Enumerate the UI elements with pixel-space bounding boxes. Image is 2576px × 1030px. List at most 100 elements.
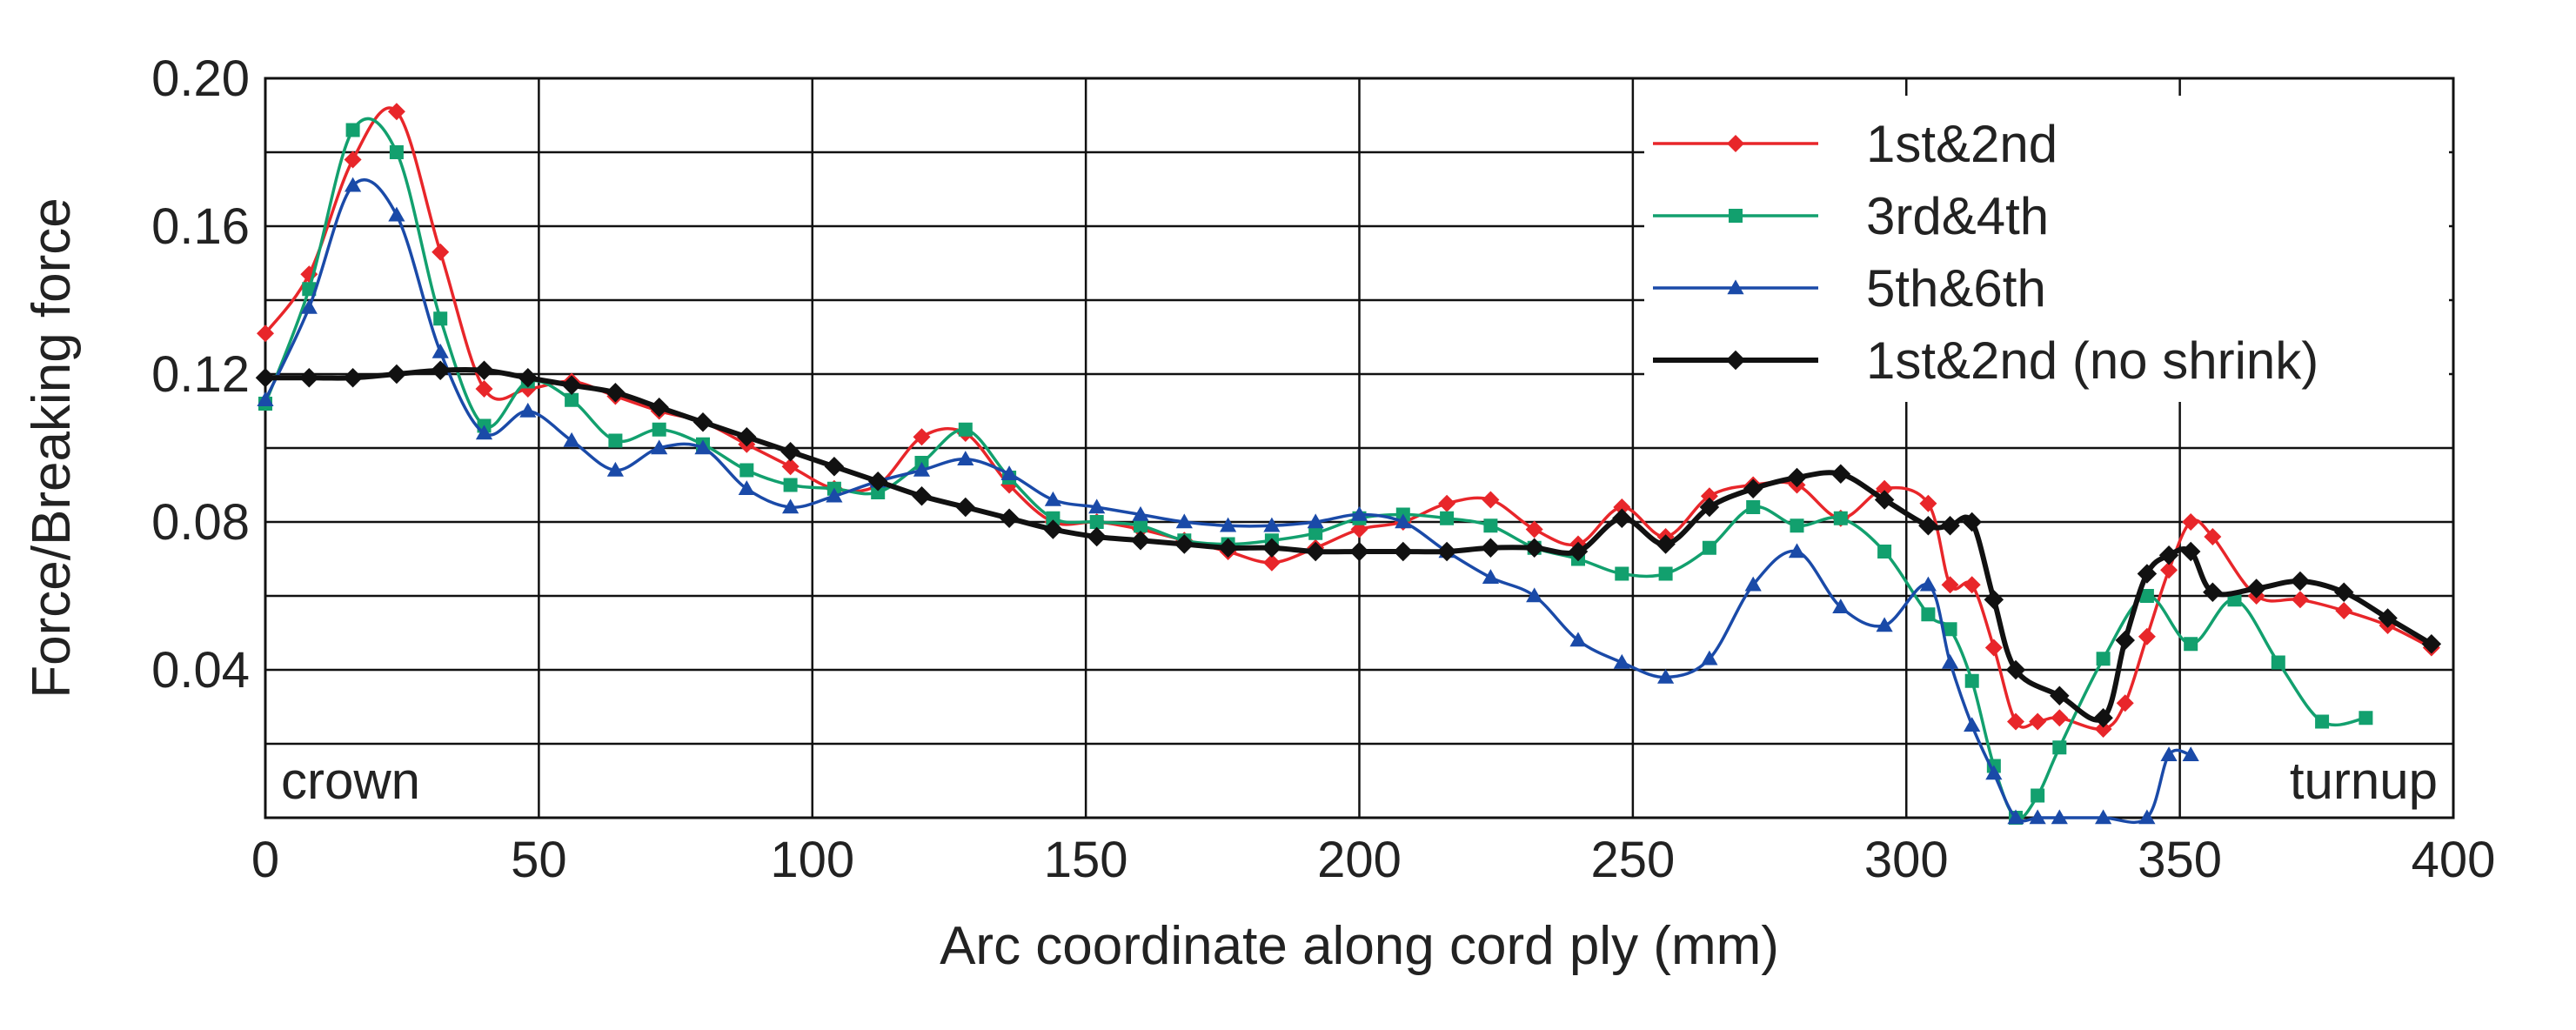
data-point [2031, 788, 2045, 803]
data-point [2290, 571, 2311, 592]
data-point [1941, 653, 1959, 669]
y-tick-label: 0.16 [151, 198, 250, 255]
data-point [1438, 494, 1456, 512]
data-point [2158, 545, 2179, 565]
data-point [2115, 630, 2135, 651]
x-axis-ticks: 0 50 100 150 200 250 300 350 400 [251, 832, 2496, 888]
data-point [1787, 467, 1807, 488]
plot-area-border [264, 77, 2455, 819]
data-point [1962, 512, 1982, 532]
data-point [2378, 608, 2398, 628]
data-point [1700, 487, 1718, 505]
data-point [1087, 526, 1107, 547]
data-point [2359, 711, 2373, 726]
data-point [2005, 659, 2026, 680]
data-point [1984, 639, 2003, 657]
data-point [1305, 541, 1326, 562]
data-point [1702, 540, 1716, 555]
data-point [912, 486, 932, 506]
data-point [1220, 517, 1237, 532]
data-point [565, 392, 579, 407]
data-point [1612, 508, 1632, 528]
data-point [1175, 513, 1193, 529]
data-point [2182, 513, 2200, 531]
data-point [693, 412, 713, 432]
data-point [1876, 617, 1893, 632]
data-point [563, 431, 580, 447]
data-point [2184, 637, 2198, 652]
legend-background [1644, 96, 2449, 402]
data-point [519, 402, 537, 418]
data-point [651, 439, 668, 455]
data-point [1919, 494, 1937, 512]
data-point [1132, 505, 1149, 521]
y-tick-label: 0.08 [151, 494, 250, 551]
data-point [1263, 517, 1281, 532]
data-point [1943, 622, 1957, 637]
data-point [1941, 576, 1959, 594]
data-point [475, 380, 493, 398]
data-point [474, 360, 494, 380]
series-4 [255, 360, 2442, 728]
legend-label: 1st&2nd [1866, 115, 2057, 173]
data-point [824, 457, 845, 477]
y-axis-ticks: 0.04 0.08 0.12 0.16 0.20 [151, 50, 250, 699]
data-point [739, 463, 754, 478]
data-point [1440, 511, 1455, 525]
data-point [2204, 528, 2222, 545]
legend-item: 3rd&4th [1653, 187, 2049, 245]
data-point [2315, 714, 2330, 729]
data-point [913, 461, 931, 477]
data-point [1744, 576, 1762, 592]
data-point [2029, 712, 2047, 731]
data-point [344, 150, 362, 169]
data-point [2093, 708, 2113, 728]
data-point [518, 368, 539, 388]
data-point [2291, 591, 2309, 609]
legend-marker [1727, 279, 1744, 295]
data-point [694, 439, 712, 455]
data-point [1876, 479, 1894, 498]
data-point [608, 433, 623, 448]
data-point [780, 442, 800, 462]
data-point [2050, 686, 2070, 706]
data-point [1963, 576, 1981, 594]
data-point [652, 422, 666, 437]
x-tick-label: 50 [511, 832, 567, 888]
data-point [781, 458, 800, 476]
data-point [1964, 673, 1979, 688]
data-point [1919, 576, 1937, 592]
data-point [1964, 717, 1981, 732]
legend-marker [1727, 135, 1744, 152]
data-point [1307, 513, 1324, 529]
data-point [999, 508, 1020, 528]
data-point [1788, 543, 1806, 558]
data-point [1833, 511, 1848, 525]
data-point [2138, 809, 2156, 825]
data-point [1174, 534, 1194, 554]
x-axis-title: Arc coordinate along cord ply (mm) [940, 916, 1779, 976]
data-point [430, 360, 451, 380]
x-tick-label: 100 [770, 832, 854, 888]
data-point [2116, 694, 2134, 712]
data-point [255, 368, 276, 388]
data-point [2160, 746, 2178, 761]
data-point [2180, 541, 2201, 562]
data-point [1261, 538, 1282, 558]
data-point [345, 177, 362, 192]
legend: 1st&2nd 3rd&4th 5th&6th 1st&2nd (no shrink) [1644, 96, 2449, 402]
x-tick-label: 250 [1590, 832, 1675, 888]
data-point [2335, 602, 2353, 619]
data-point [1524, 538, 1544, 558]
data-point [738, 480, 755, 495]
data-point [1526, 587, 1543, 603]
y-axis-title: Force/Breaking force [22, 197, 82, 698]
data-point [1921, 607, 1936, 622]
data-point [1436, 541, 1457, 562]
data-point [871, 485, 886, 499]
data-point [1613, 498, 1631, 516]
data-point [2271, 655, 2285, 670]
data-point [913, 428, 931, 446]
y-tick-label: 0.12 [151, 346, 250, 403]
